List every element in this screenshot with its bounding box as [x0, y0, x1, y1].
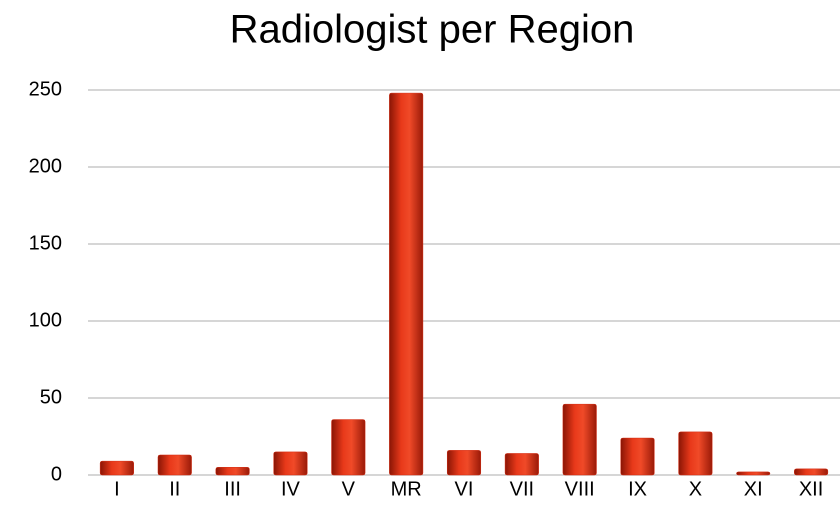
x-tick-label: I [114, 478, 120, 500]
y-tick-label: 250 [29, 78, 62, 100]
bar [331, 419, 366, 476]
x-tick-label: XI [744, 478, 763, 500]
bar [678, 431, 713, 476]
y-tick-label: 0 [51, 463, 62, 485]
bar [736, 471, 771, 476]
y-tick-label: 200 [29, 155, 62, 177]
x-tick-label: III [224, 478, 241, 500]
x-tick-label: V [342, 478, 356, 500]
bar [446, 450, 482, 476]
x-tick-label: VIII [565, 478, 595, 500]
bar [157, 454, 192, 476]
x-tick-label: VII [510, 478, 534, 500]
bar [389, 92, 424, 476]
x-tick-label: IX [628, 478, 647, 500]
bar [215, 467, 250, 476]
x-tick-label: X [689, 478, 702, 500]
y-tick-label: 50 [40, 386, 62, 408]
bar [504, 453, 539, 476]
y-tick-label: 100 [29, 309, 62, 331]
bar [562, 403, 597, 476]
x-tick-label: XII [799, 478, 823, 500]
bar [620, 437, 655, 476]
y-tick-label: 150 [29, 232, 62, 254]
x-tick-label: II [169, 478, 180, 500]
chart-title: Radiologist per Region [230, 8, 635, 52]
bar [273, 451, 308, 476]
bar [794, 468, 829, 476]
x-tick-label: MR [391, 478, 422, 500]
bar [99, 460, 134, 476]
x-tick-label: IV [281, 478, 301, 500]
x-tick-label: VI [455, 478, 474, 500]
